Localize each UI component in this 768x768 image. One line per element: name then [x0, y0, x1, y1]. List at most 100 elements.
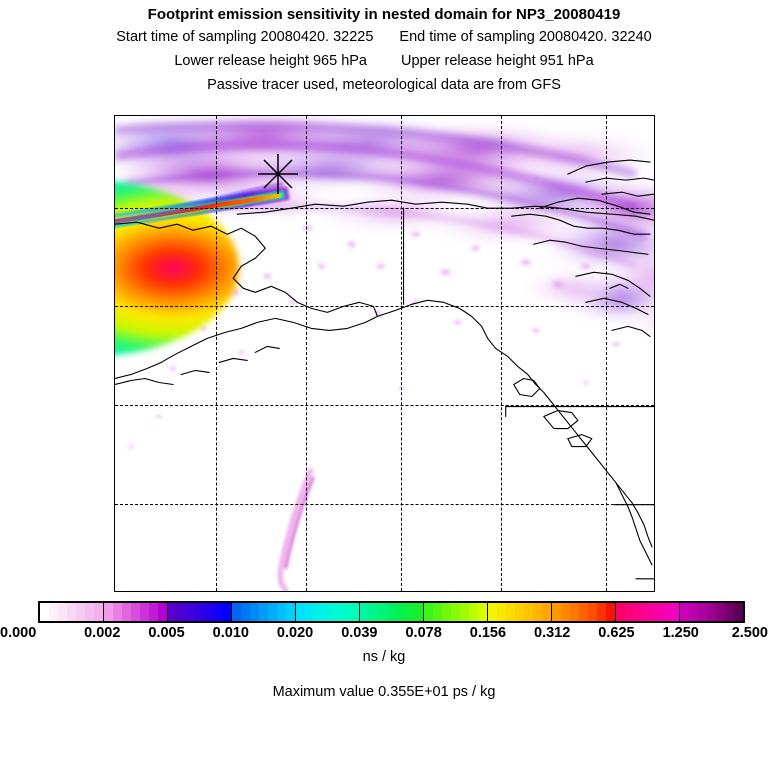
gridline-vertical-3 [401, 116, 402, 591]
colorbar-tick-9: 0.625 [598, 625, 635, 641]
colorbar-step-2-6 [222, 603, 231, 621]
colorbar-step-10-2 [698, 603, 707, 621]
colorbar-step-7-1 [497, 603, 506, 621]
colorbar-segment-10 [680, 603, 743, 621]
gridline-vertical-2 [306, 116, 307, 591]
colorbar-step-0-3 [67, 603, 76, 621]
sampling-time-row: Start time of sampling 20080420. 32225 E… [0, 30, 768, 45]
colorbar-step-9-6 [670, 603, 679, 621]
colorbar-step-10-0 [680, 603, 689, 621]
colorbar-tick-2: 0.005 [148, 625, 185, 641]
release-height-row: Lower release height 965 hPa Upper relea… [0, 54, 768, 69]
colorbar-tick-1: 0.002 [84, 625, 121, 641]
colorbar-step-5-1 [369, 603, 378, 621]
colorbar-step-4-0 [296, 603, 305, 621]
colorbar-step-5-2 [378, 603, 387, 621]
page-title: Footprint emission sensitivity in nested… [147, 6, 621, 23]
colorbar-step-2-4 [204, 603, 213, 621]
colorbar-step-8-2 [570, 603, 579, 621]
colorbar-units-label: ns / kg [362, 649, 406, 665]
release-point-marker [258, 154, 298, 194]
colorbar-step-8-1 [561, 603, 570, 621]
map-plot-panel [114, 115, 655, 592]
colorbar-segment-3 [232, 603, 296, 621]
plot-inner [115, 116, 654, 591]
colorbar-step-9-3 [643, 603, 652, 621]
colorbar-step-3-1 [241, 603, 250, 621]
colorbar-step-9-0 [616, 603, 625, 621]
lower-release-height-label: Lower release height 965 hPa [174, 53, 367, 69]
colorbar[interactable] [38, 601, 745, 623]
colorbar-step-9-5 [661, 603, 670, 621]
colorbar-step-1-2 [122, 603, 131, 621]
colorbar-tick-3: 0.010 [212, 625, 249, 641]
colorbar-step-4-2 [314, 603, 323, 621]
colorbar-step-9-1 [625, 603, 634, 621]
colorbar-step-3-6 [286, 603, 295, 621]
colorbar-step-1-3 [131, 603, 140, 621]
colorbar-segment-0 [40, 603, 104, 621]
colorbar-step-0-2 [58, 603, 67, 621]
colorbar-step-6-5 [469, 603, 478, 621]
colorbar-step-7-4 [524, 603, 533, 621]
colorbar-segment-2 [168, 603, 232, 621]
colorbar-step-6-2 [442, 603, 451, 621]
colorbar-step-6-6 [478, 603, 487, 621]
colorbar-segment-5 [360, 603, 424, 621]
colorbar-step-5-4 [396, 603, 405, 621]
spacer [373, 30, 399, 45]
colorbar-step-3-2 [250, 603, 259, 621]
colorbar-step-6-3 [451, 603, 460, 621]
colorbar-tick-6: 0.078 [405, 625, 442, 641]
colorbar-step-9-4 [652, 603, 661, 621]
colorbar-segment-4 [296, 603, 360, 621]
gridline-horizontal-2 [115, 306, 654, 307]
colorbar-segment-1 [104, 603, 168, 621]
gridline-vertical-4 [501, 116, 502, 591]
colorbar-step-10-5 [725, 603, 734, 621]
gridline-vertical-1 [216, 116, 217, 591]
spacer [367, 54, 401, 69]
colorbar-step-2-1 [177, 603, 186, 621]
colorbar-step-0-0 [40, 603, 49, 621]
colorbar-step-10-3 [707, 603, 716, 621]
colorbar-step-7-2 [506, 603, 515, 621]
colorbar-step-1-1 [113, 603, 122, 621]
colorbar-step-4-5 [341, 603, 350, 621]
colorbar-step-0-1 [49, 603, 58, 621]
colorbar-tick-8: 0.312 [534, 625, 571, 641]
colorbar-step-7-5 [533, 603, 542, 621]
colorbar-tick-7: 0.156 [469, 625, 507, 641]
colorbar-step-4-1 [305, 603, 314, 621]
colorbar-step-2-2 [186, 603, 195, 621]
colorbar-step-4-6 [350, 603, 359, 621]
gridline-horizontal-4 [115, 504, 654, 505]
colorbar-step-8-6 [606, 603, 615, 621]
colorbar-step-5-3 [387, 603, 396, 621]
colorbar-step-1-6 [158, 603, 167, 621]
tracer-info-label: Passive tracer used, meteorological data… [207, 77, 561, 93]
colorbar-step-7-6 [542, 603, 551, 621]
colorbar-step-8-5 [597, 603, 606, 621]
header-block: Footprint emission sensitivity in nested… [0, 0, 768, 93]
colorbar-step-0-6 [94, 603, 103, 621]
maximum-value-label: Maximum value 0.355E+01 ps / kg [272, 684, 496, 700]
colorbar-step-2-5 [213, 603, 222, 621]
colorbar-step-1-0 [104, 603, 113, 621]
start-time-label: Start time of sampling 20080420. 32225 [116, 29, 374, 45]
colorbar-step-8-0 [552, 603, 561, 621]
colorbar-step-1-5 [149, 603, 158, 621]
colorbar-step-10-6 [734, 603, 743, 621]
colorbar-step-2-3 [195, 603, 204, 621]
colorbar-tick-10: 1.250 [662, 625, 699, 641]
gridline-horizontal-1 [115, 208, 654, 209]
colorbar-step-3-0 [232, 603, 241, 621]
colorbar-step-8-4 [588, 603, 597, 621]
colorbar-segment-8 [552, 603, 616, 621]
colorbar-step-1-4 [140, 603, 149, 621]
colorbar-tick-5: 0.039 [341, 625, 378, 641]
colorbar-step-0-4 [76, 603, 85, 621]
colorbar-step-0-5 [85, 603, 94, 621]
plume-jet [115, 181, 290, 233]
